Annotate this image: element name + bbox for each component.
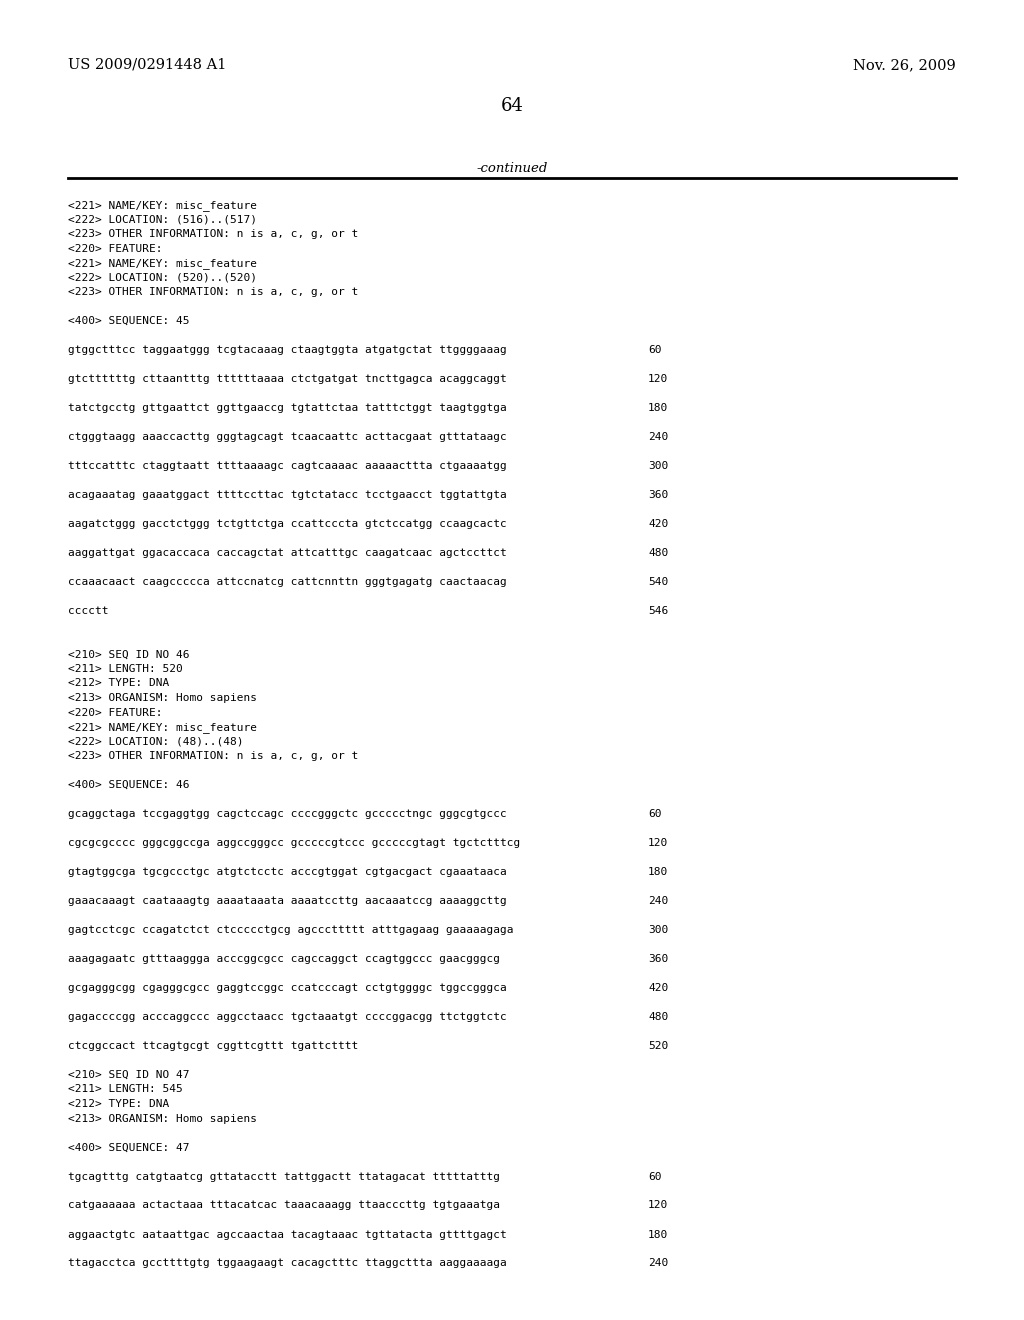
Text: <221> NAME/KEY: misc_feature: <221> NAME/KEY: misc_feature bbox=[68, 201, 257, 211]
Text: <221> NAME/KEY: misc_feature: <221> NAME/KEY: misc_feature bbox=[68, 257, 257, 269]
Text: <213> ORGANISM: Homo sapiens: <213> ORGANISM: Homo sapiens bbox=[68, 693, 257, 704]
Text: 420: 420 bbox=[648, 983, 669, 993]
Text: <213> ORGANISM: Homo sapiens: <213> ORGANISM: Homo sapiens bbox=[68, 1114, 257, 1123]
Text: US 2009/0291448 A1: US 2009/0291448 A1 bbox=[68, 58, 226, 73]
Text: 360: 360 bbox=[648, 490, 669, 500]
Text: aaggattgat ggacaccaca caccagctat attcatttgc caagatcaac agctccttct: aaggattgat ggacaccaca caccagctat attcatt… bbox=[68, 548, 507, 558]
Text: 300: 300 bbox=[648, 925, 669, 935]
Text: aaagagaatc gtttaaggga acccggcgcc cagccaggct ccagtggccc gaacgggcg: aaagagaatc gtttaaggga acccggcgcc cagccag… bbox=[68, 954, 500, 964]
Text: 300: 300 bbox=[648, 461, 669, 471]
Text: 240: 240 bbox=[648, 1258, 669, 1269]
Text: 180: 180 bbox=[648, 1229, 669, 1239]
Text: gagaccccgg acccaggccc aggcctaacc tgctaaatgt ccccggacgg ttctggtctc: gagaccccgg acccaggccc aggcctaacc tgctaaa… bbox=[68, 1012, 507, 1022]
Text: 180: 180 bbox=[648, 867, 669, 876]
Text: gagtcctcgc ccagatctct ctccccctgcg agcccttttt atttgagaag gaaaaagaga: gagtcctcgc ccagatctct ctccccctgcg agccct… bbox=[68, 925, 513, 935]
Text: <223> OTHER INFORMATION: n is a, c, g, or t: <223> OTHER INFORMATION: n is a, c, g, o… bbox=[68, 751, 358, 762]
Text: gtggctttcc taggaatggg tcgtacaaag ctaagtggta atgatgctat ttggggaaag: gtggctttcc taggaatggg tcgtacaaag ctaagtg… bbox=[68, 345, 507, 355]
Text: 120: 120 bbox=[648, 838, 669, 847]
Text: cccctt: cccctt bbox=[68, 606, 109, 616]
Text: 420: 420 bbox=[648, 519, 669, 529]
Text: <400> SEQUENCE: 45: <400> SEQUENCE: 45 bbox=[68, 315, 189, 326]
Text: 520: 520 bbox=[648, 1041, 669, 1051]
Text: <400> SEQUENCE: 47: <400> SEQUENCE: 47 bbox=[68, 1143, 189, 1152]
Text: ttagacctca gccttttgtg tggaagaagt cacagctttc ttaggcttta aaggaaaaga: ttagacctca gccttttgtg tggaagaagt cacagct… bbox=[68, 1258, 507, 1269]
Text: 546: 546 bbox=[648, 606, 669, 616]
Text: 540: 540 bbox=[648, 577, 669, 587]
Text: <211> LENGTH: 520: <211> LENGTH: 520 bbox=[68, 664, 182, 675]
Text: <222> LOCATION: (48)..(48): <222> LOCATION: (48)..(48) bbox=[68, 737, 244, 747]
Text: gtagtggcga tgcgccctgc atgtctcctc acccgtggat cgtgacgact cgaaataaca: gtagtggcga tgcgccctgc atgtctcctc acccgtg… bbox=[68, 867, 507, 876]
Text: aagatctggg gacctctggg tctgttctga ccattcccta gtctccatgg ccaagcactc: aagatctggg gacctctggg tctgttctga ccattcc… bbox=[68, 519, 507, 529]
Text: -continued: -continued bbox=[476, 162, 548, 176]
Text: <223> OTHER INFORMATION: n is a, c, g, or t: <223> OTHER INFORMATION: n is a, c, g, o… bbox=[68, 286, 358, 297]
Text: 64: 64 bbox=[501, 96, 523, 115]
Text: <221> NAME/KEY: misc_feature: <221> NAME/KEY: misc_feature bbox=[68, 722, 257, 733]
Text: Nov. 26, 2009: Nov. 26, 2009 bbox=[853, 58, 956, 73]
Text: 240: 240 bbox=[648, 432, 669, 442]
Text: gcaggctaga tccgaggtgg cagctccagc ccccgggctc gccccctngc gggcgtgccc: gcaggctaga tccgaggtgg cagctccagc ccccggg… bbox=[68, 809, 507, 818]
Text: gtcttttttg cttaantttg ttttttaaaa ctctgatgat tncttgagca acaggcaggt: gtcttttttg cttaantttg ttttttaaaa ctctgat… bbox=[68, 374, 507, 384]
Text: 60: 60 bbox=[648, 1172, 662, 1181]
Text: <223> OTHER INFORMATION: n is a, c, g, or t: <223> OTHER INFORMATION: n is a, c, g, o… bbox=[68, 228, 358, 239]
Text: <222> LOCATION: (516)..(517): <222> LOCATION: (516)..(517) bbox=[68, 214, 257, 224]
Text: 120: 120 bbox=[648, 1200, 669, 1210]
Text: <211> LENGTH: 545: <211> LENGTH: 545 bbox=[68, 1085, 182, 1094]
Text: gaaacaaagt caataaagtg aaaataaata aaaatccttg aacaaatccg aaaaggcttg: gaaacaaagt caataaagtg aaaataaata aaaatcc… bbox=[68, 896, 507, 906]
Text: tgcagtttg catgtaatcg gttatacctt tattggactt ttatagacat tttttatttg: tgcagtttg catgtaatcg gttatacctt tattggac… bbox=[68, 1172, 500, 1181]
Text: tttccatttc ctaggtaatt ttttaaaagc cagtcaaaac aaaaacttta ctgaaaatgg: tttccatttc ctaggtaatt ttttaaaagc cagtcaa… bbox=[68, 461, 507, 471]
Text: ctcggccact ttcagtgcgt cggttcgttt tgattctttt: ctcggccact ttcagtgcgt cggttcgttt tgattct… bbox=[68, 1041, 358, 1051]
Text: <212> TYPE: DNA: <212> TYPE: DNA bbox=[68, 678, 169, 689]
Text: 60: 60 bbox=[648, 809, 662, 818]
Text: ctgggtaagg aaaccacttg gggtagcagt tcaacaattc acttacgaat gtttataagc: ctgggtaagg aaaccacttg gggtagcagt tcaacaa… bbox=[68, 432, 507, 442]
Text: 180: 180 bbox=[648, 403, 669, 413]
Text: <220> FEATURE:: <220> FEATURE: bbox=[68, 708, 163, 718]
Text: <210> SEQ ID NO 46: <210> SEQ ID NO 46 bbox=[68, 649, 189, 660]
Text: aggaactgtc aataattgac agccaactaa tacagtaaac tgttatacta gttttgagct: aggaactgtc aataattgac agccaactaa tacagta… bbox=[68, 1229, 507, 1239]
Text: <220> FEATURE:: <220> FEATURE: bbox=[68, 243, 163, 253]
Text: tatctgcctg gttgaattct ggttgaaccg tgtattctaa tatttctggt taagtggtga: tatctgcctg gttgaattct ggttgaaccg tgtattc… bbox=[68, 403, 507, 413]
Text: cgcgcgcccc gggcggccga aggccgggcc gcccccgtccc gcccccgtagt tgctctttcg: cgcgcgcccc gggcggccga aggccgggcc gcccccg… bbox=[68, 838, 520, 847]
Text: 360: 360 bbox=[648, 954, 669, 964]
Text: <212> TYPE: DNA: <212> TYPE: DNA bbox=[68, 1100, 169, 1109]
Text: gcgagggcgg cgagggcgcc gaggtccggc ccatcccagt cctgtggggc tggccgggca: gcgagggcgg cgagggcgcc gaggtccggc ccatccc… bbox=[68, 983, 507, 993]
Text: <222> LOCATION: (520)..(520): <222> LOCATION: (520)..(520) bbox=[68, 272, 257, 282]
Text: ccaaacaact caagccccca attccnatcg cattcnnttn gggtgagatg caactaacag: ccaaacaact caagccccca attccnatcg cattcnn… bbox=[68, 577, 507, 587]
Text: 240: 240 bbox=[648, 896, 669, 906]
Text: 480: 480 bbox=[648, 1012, 669, 1022]
Text: <210> SEQ ID NO 47: <210> SEQ ID NO 47 bbox=[68, 1071, 189, 1080]
Text: catgaaaaaa actactaaa tttacatcac taaacaaagg ttaacccttg tgtgaaatga: catgaaaaaa actactaaa tttacatcac taaacaaa… bbox=[68, 1200, 500, 1210]
Text: acagaaatag gaaatggact ttttccttac tgtctatacc tcctgaacct tggtattgta: acagaaatag gaaatggact ttttccttac tgtctat… bbox=[68, 490, 507, 500]
Text: <400> SEQUENCE: 46: <400> SEQUENCE: 46 bbox=[68, 780, 189, 789]
Text: 480: 480 bbox=[648, 548, 669, 558]
Text: 120: 120 bbox=[648, 374, 669, 384]
Text: 60: 60 bbox=[648, 345, 662, 355]
